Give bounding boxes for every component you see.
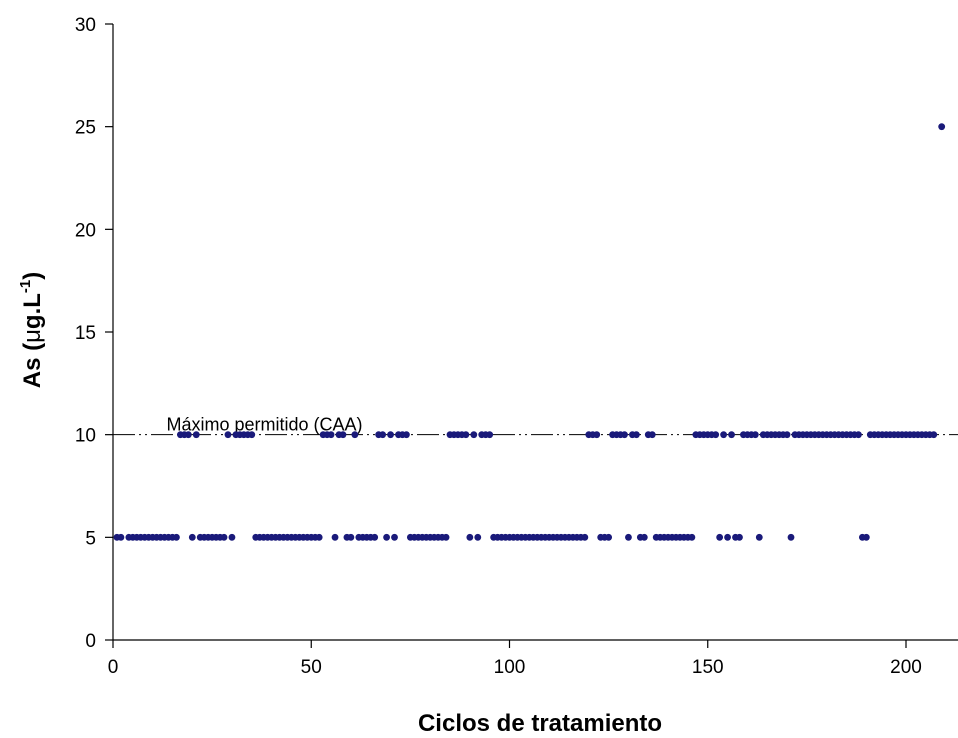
data-point [648, 431, 656, 439]
data-point [192, 431, 200, 439]
data-point [716, 533, 724, 541]
data-point [862, 533, 870, 541]
data-point [640, 533, 648, 541]
data-point [930, 431, 938, 439]
data-point [470, 431, 478, 439]
data-point [339, 431, 347, 439]
data-point [581, 533, 589, 541]
data-point [248, 431, 256, 439]
data-point [605, 533, 613, 541]
data-point [173, 533, 180, 541]
data-point [474, 533, 482, 541]
data-point [387, 431, 394, 439]
data-point [117, 533, 125, 541]
data-point [755, 533, 763, 541]
data-point [736, 533, 743, 541]
data-point [720, 431, 728, 439]
data-point [783, 431, 791, 439]
data-points [113, 123, 946, 541]
data-point [787, 533, 795, 541]
data-point [724, 533, 731, 541]
data-point [442, 533, 450, 541]
data-point [486, 431, 494, 439]
data-point [315, 533, 323, 541]
data-point [184, 431, 192, 439]
data-point [728, 431, 735, 439]
data-point [751, 431, 759, 439]
data-point [228, 533, 236, 541]
y-tick-label: 5 [85, 528, 96, 549]
x-tick-label: 50 [301, 657, 322, 678]
x-tick-label: 0 [108, 657, 119, 678]
data-point [371, 533, 379, 541]
y-axis-title-mu: μ [19, 329, 46, 343]
data-point [331, 533, 339, 541]
data-point [383, 533, 390, 541]
data-point [462, 431, 470, 439]
data-point [391, 533, 398, 541]
y-axis-title-prefix: As ( [19, 343, 46, 388]
y-axis-title: As (μg.L-1) [17, 272, 46, 389]
data-point [347, 533, 355, 541]
x-ticks: 0 50 100 150 200 [108, 640, 922, 678]
data-point [351, 431, 359, 439]
data-point [621, 431, 628, 439]
data-point [327, 431, 335, 439]
data-point [403, 431, 410, 439]
data-point [188, 533, 196, 541]
data-point [224, 431, 232, 439]
data-point [855, 431, 862, 439]
x-axis-title: Ciclos de tratamiento [418, 710, 662, 737]
data-point [712, 431, 720, 439]
y-axis-title-unit: g.L [19, 293, 46, 329]
x-tick-label: 200 [890, 657, 922, 678]
data-point [379, 431, 387, 439]
y-tick-label: 25 [75, 118, 96, 139]
data-point [688, 533, 696, 541]
data-point [625, 533, 632, 541]
x-tick-label: 150 [692, 657, 724, 678]
reference-line-label: Máximo permitido (CAA) [167, 415, 363, 435]
data-point [593, 431, 601, 439]
axes [112, 24, 958, 641]
y-tick-label: 20 [75, 220, 96, 241]
y-ticks: 0 5 10 15 20 25 30 [75, 15, 113, 652]
data-point [220, 533, 228, 541]
y-axis-title-exponent: -1 [17, 280, 34, 293]
y-tick-label: 15 [75, 323, 96, 344]
data-point [938, 123, 946, 131]
y-tick-label: 10 [75, 426, 96, 447]
data-point [632, 431, 640, 439]
x-tick-label: 100 [494, 657, 526, 678]
y-tick-label: 0 [85, 631, 96, 652]
y-tick-label: 30 [75, 15, 96, 36]
y-axis-title-suffix: ) [19, 272, 46, 280]
data-point [466, 533, 474, 541]
